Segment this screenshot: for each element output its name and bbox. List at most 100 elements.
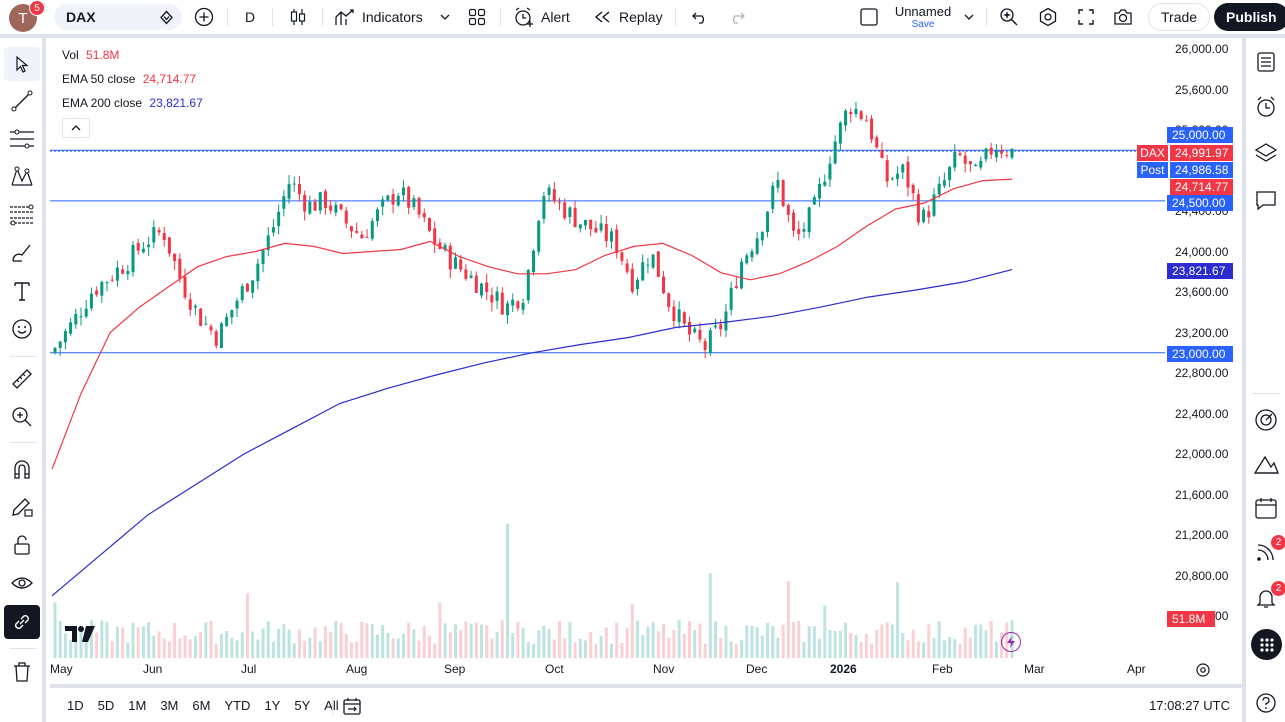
volume-bar [812,626,816,658]
axis-settings-button[interactable] [1194,661,1212,679]
user-avatar[interactable]: T 5 [9,0,45,32]
indicators-dropdown-button[interactable] [437,9,453,25]
indicators-button[interactable]: Indicators [334,0,423,34]
sync-drawings-tool[interactable] [4,605,40,639]
symbol-search[interactable]: DAX [54,4,182,30]
watchlist-button[interactable] [1250,46,1282,78]
compare-symbol-button[interactable] [192,5,216,29]
volume-bar [167,641,171,658]
trade-button[interactable]: Trade [1148,3,1211,31]
brush-tool[interactable] [4,236,40,270]
candle-body [479,283,483,296]
candle-body [615,229,619,254]
volume-bar [563,638,567,658]
chats-button[interactable] [1250,184,1282,216]
indicators-label: Indicators [362,9,423,25]
range-button-ytd[interactable]: YTD [224,697,251,713]
magnet-icon [14,460,30,479]
tool-divider [10,442,36,443]
settings-button[interactable] [1036,5,1060,29]
alert-button[interactable]: Alert [513,0,570,34]
volume-bar [890,624,894,658]
tradingview-logo[interactable] [64,624,96,650]
candle-body [110,279,114,281]
range-button-1y[interactable]: 1Y [264,697,281,713]
range-button-1d[interactable]: 1D [67,697,84,713]
volume-bar [427,635,431,658]
pattern-tool[interactable] [4,160,40,194]
range-button-5d[interactable]: 5D [97,697,115,713]
products-button[interactable] [1251,629,1282,660]
snapshot-button[interactable] [1111,5,1135,29]
legend-volume[interactable]: Vol 51.8M [62,48,119,62]
range-button-all[interactable]: All [317,698,345,713]
layout-dropdown-button[interactable] [961,9,977,25]
candle-body [547,187,551,196]
zoom-tool[interactable] [4,400,40,434]
help-button[interactable] [1250,687,1282,719]
toolbar-divider [322,8,323,26]
toolbar-divider [227,8,228,26]
ruler-tool[interactable] [4,362,40,396]
layouts-button[interactable] [465,5,489,29]
price-chart[interactable] [50,38,1242,684]
interval-button[interactable]: D [245,0,255,34]
undo-button[interactable] [688,5,712,29]
volume-bar [292,643,296,658]
range-button-3m[interactable]: 3M [160,697,179,713]
price-tick-label: 23,200.00 [1175,325,1229,340]
pine-editor-button[interactable] [1250,449,1282,481]
layout-square-button[interactable] [858,6,880,28]
volume-bar [833,631,837,658]
candle-body [667,293,671,308]
symbol-flag-icon[interactable] [159,10,174,25]
volume-bar [708,573,712,658]
volume-bar [937,621,941,658]
calendar-button[interactable] [1250,492,1282,524]
volume-bar [948,636,952,658]
emoji-tool[interactable] [4,312,40,346]
hide-drawings-tool[interactable] [4,566,40,600]
candle-body [901,164,905,173]
cursor-tool[interactable] [4,47,40,81]
redo-button[interactable] [725,5,749,29]
fib-tool[interactable] [4,198,40,232]
trend-line-tool[interactable] [4,84,40,118]
stay-drawing-tool[interactable] [4,490,40,524]
publish-button[interactable]: Publish [1214,3,1285,31]
screener-button[interactable] [1250,404,1282,436]
quick-search-button[interactable] [997,5,1021,29]
fullscreen-button[interactable] [1074,5,1098,29]
range-button-6m[interactable]: 6M [192,697,211,713]
alerts-panel-button[interactable] [1250,91,1282,123]
goto-date-button[interactable] [340,694,364,718]
chart-pane[interactable] [50,38,1242,684]
range-button-1m[interactable]: 1M [128,697,147,713]
object-tree-button[interactable] [1250,137,1282,169]
volume-bar [95,632,99,658]
replay-button[interactable]: Replay [593,0,663,34]
notifications-button[interactable] [1250,582,1282,614]
volume-bar [183,635,187,658]
lightning-button[interactable] [1001,632,1021,652]
clock-display[interactable]: 17:08:27 UTC [1149,698,1230,713]
volume-bar [646,626,650,658]
legend-ema50[interactable]: EMA 50 close 24,714.77 [62,72,196,86]
range-button-5y[interactable]: 5Y [294,697,311,713]
candle-body [662,276,666,294]
legend-collapse-button[interactable] [62,118,90,138]
candle-body [646,264,650,266]
legend-ema200[interactable]: EMA 200 close 23,821.67 [62,96,203,110]
magnet-tool[interactable] [4,452,40,486]
chart-type-button[interactable] [286,5,310,29]
horizontal-lines-tool[interactable] [4,122,40,156]
remove-drawings-tool[interactable] [4,655,40,689]
volume-bar [69,639,73,658]
ideas-stream-button[interactable] [1250,536,1282,568]
volume-bar [152,635,156,658]
text-tool[interactable] [4,274,40,308]
candle-body [511,299,515,306]
lock-drawings-tool[interactable] [4,528,40,562]
candle-body [204,323,208,325]
layout-name-button[interactable]: Unnamed Save [886,0,960,34]
